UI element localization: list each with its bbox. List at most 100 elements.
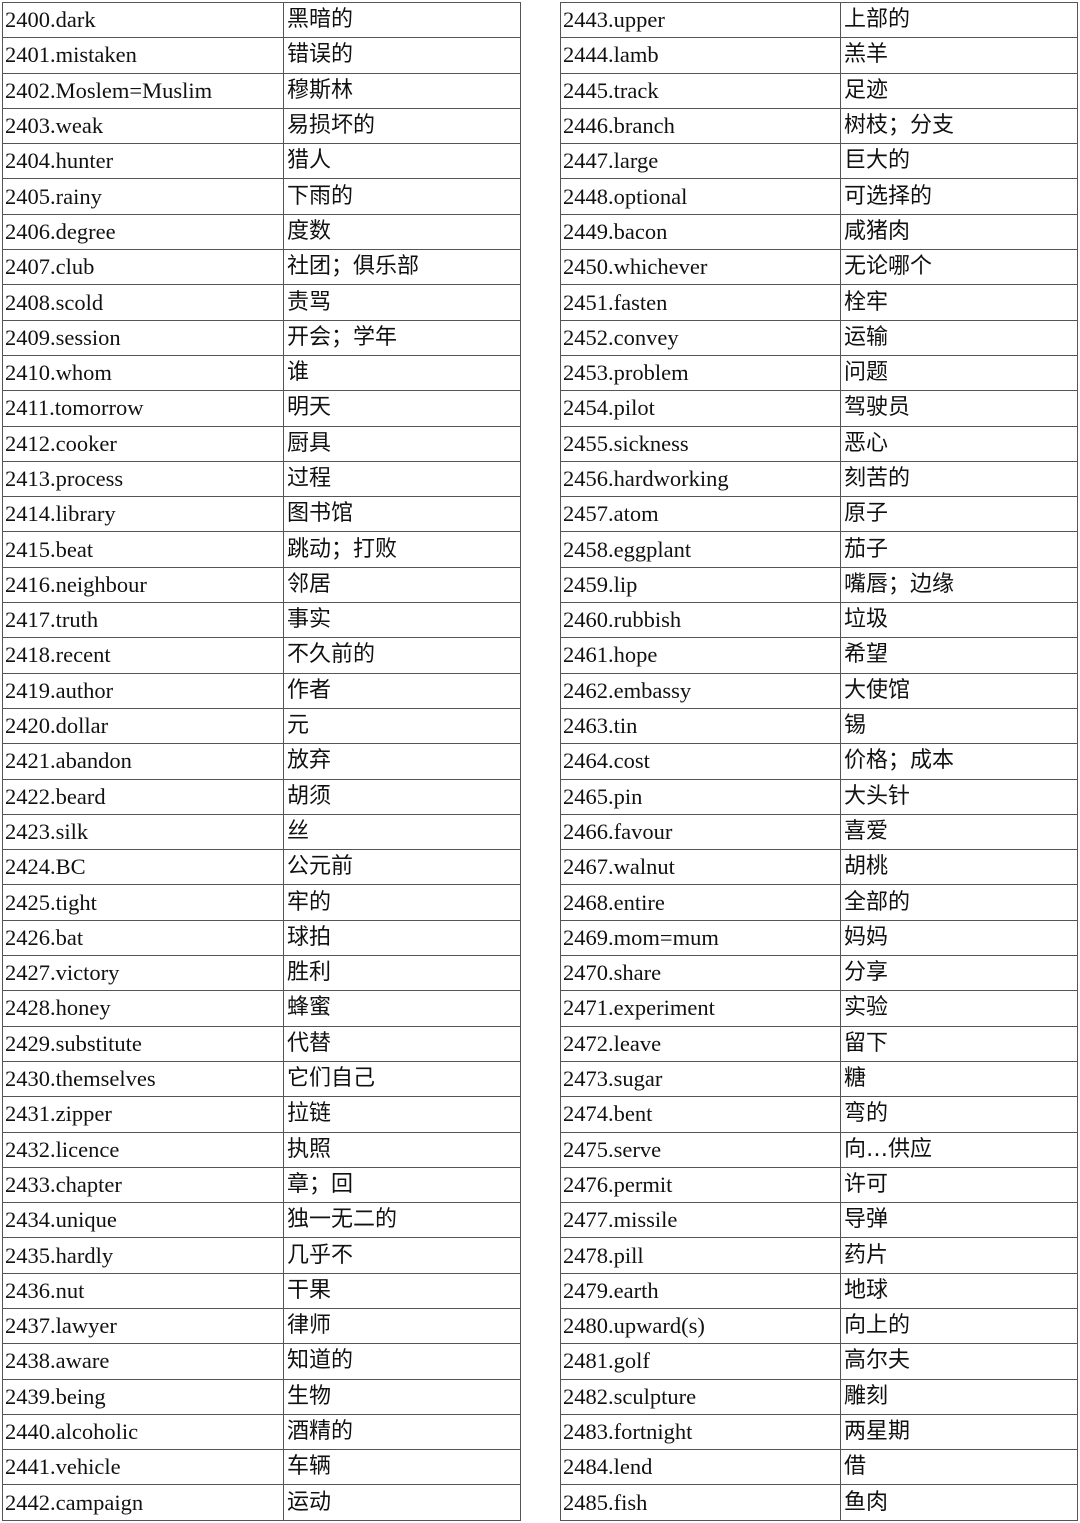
english-word: 2449.bacon	[560, 213, 841, 251]
chinese-meaning: 知道的	[283, 1343, 521, 1380]
english-word: 2416.neighbour	[2, 566, 284, 604]
chinese-meaning: 刻苦的	[840, 460, 1078, 498]
chinese-meaning: 树枝；分支	[840, 107, 1078, 145]
chinese-meaning: 上部的	[840, 1, 1078, 39]
table-row: 2472.leave 留下	[560, 1025, 1078, 1062]
chinese-meaning: 可选择的	[840, 178, 1078, 215]
english-word: 2435.hardly	[2, 1237, 284, 1274]
table-row: 2446.branch 树枝；分支	[560, 107, 1078, 145]
table-row: 2444.lamb 羔羊	[560, 37, 1078, 74]
chinese-meaning: 明天	[283, 390, 521, 427]
chinese-meaning: 责骂	[283, 284, 521, 321]
english-word: 2420.dollar	[2, 707, 284, 745]
english-word: 2424.BC	[2, 849, 284, 886]
table-row: 2461.hope 希望	[560, 637, 1078, 674]
chinese-meaning: 章；回	[283, 1166, 521, 1204]
table-row: 2450.whichever 无论哪个	[560, 249, 1078, 286]
table-row: 2445.track 足迹	[560, 72, 1078, 109]
chinese-meaning: 垃圾	[840, 602, 1078, 639]
table-row: 2420.dollar 元	[2, 707, 521, 745]
english-word: 2440.alcoholic	[2, 1413, 284, 1451]
english-word: 2406.degree	[2, 213, 284, 251]
chinese-meaning: 生物	[283, 1378, 521, 1415]
chinese-meaning: 问题	[840, 354, 1078, 392]
english-word: 2428.honey	[2, 990, 284, 1027]
english-word: 2454.pilot	[560, 390, 841, 427]
table-row: 2419.author 作者	[2, 672, 521, 709]
chinese-meaning: 希望	[840, 637, 1078, 674]
chinese-meaning: 弯的	[840, 1096, 1078, 1133]
table-row: 2423.silk 丝	[2, 813, 521, 851]
chinese-meaning: 恶心	[840, 425, 1078, 462]
table-row: 2438.aware 知道的	[2, 1343, 521, 1380]
table-row: 2404.hunter 猎人	[2, 143, 521, 180]
vocab-table-right: 2443.upper 上部的 2444.lamb 羔羊 2445.track 足迹 2446…	[560, 1, 1078, 1521]
table-row: 2410.whom 谁	[2, 354, 521, 392]
table-row: 2422.beard 胡须	[2, 778, 521, 815]
english-word: 2434.unique	[2, 1202, 284, 1239]
chinese-meaning: 原子	[840, 496, 1078, 533]
table-row: 2440.alcoholic 酒精的	[2, 1413, 521, 1451]
table-row: 2430.themselves 它们自己	[2, 1060, 521, 1098]
english-word: 2462.embassy	[560, 672, 841, 709]
english-word: 2461.hope	[560, 637, 841, 674]
table-row: 2408.scold 责骂	[2, 284, 521, 321]
english-word: 2412.cooker	[2, 425, 284, 462]
table-row: 2484.lend 借	[560, 1449, 1078, 1486]
english-word: 2479.earth	[560, 1272, 841, 1309]
english-word: 2482.sculpture	[560, 1378, 841, 1415]
chinese-meaning: 巨大的	[840, 143, 1078, 180]
chinese-meaning: 错误的	[283, 37, 521, 74]
english-word: 2442.campaign	[2, 1484, 284, 1521]
table-row: 2412.cooker 厨具	[2, 425, 521, 462]
chinese-meaning: 足迹	[840, 72, 1078, 109]
table-row: 2473.sugar 糖	[560, 1060, 1078, 1098]
english-word: 2484.lend	[560, 1449, 841, 1486]
table-row: 2471.experiment 实验	[560, 990, 1078, 1027]
table-row: 2400.dark 黑暗的	[2, 1, 521, 39]
table-row: 2451.fasten 栓牢	[560, 284, 1078, 321]
chinese-meaning: 运动	[283, 1484, 521, 1521]
english-word: 2477.missile	[560, 1202, 841, 1239]
english-word: 2457.atom	[560, 496, 841, 533]
table-row: 2483.fortnight 两星期	[560, 1413, 1078, 1451]
chinese-meaning: 两星期	[840, 1413, 1078, 1451]
english-word: 2473.sugar	[560, 1060, 841, 1098]
english-word: 2459.lip	[560, 566, 841, 604]
chinese-meaning: 蜂蜜	[283, 990, 521, 1027]
english-word: 2446.branch	[560, 107, 841, 145]
chinese-meaning: 羔羊	[840, 37, 1078, 74]
table-row: 2466.favour 喜爱	[560, 813, 1078, 851]
table-row: 2463.tin 锡	[560, 707, 1078, 745]
english-word: 2445.track	[560, 72, 841, 109]
chinese-meaning: 雕刻	[840, 1378, 1078, 1415]
english-word: 2441.vehicle	[2, 1449, 284, 1486]
chinese-meaning: 向上的	[840, 1307, 1078, 1345]
chinese-meaning: 锡	[840, 707, 1078, 745]
table-row: 2414.library 图书馆	[2, 496, 521, 533]
english-word: 2480.upward(s)	[560, 1307, 841, 1345]
english-word: 2432.licence	[2, 1131, 284, 1168]
table-row: 2467.walnut 胡桃	[560, 849, 1078, 886]
english-word: 2450.whichever	[560, 249, 841, 286]
table-row: 2448.optional 可选择的	[560, 178, 1078, 215]
english-word: 2438.aware	[2, 1343, 284, 1380]
chinese-meaning: 价格；成本	[840, 743, 1078, 780]
chinese-meaning: 邻居	[283, 566, 521, 604]
chinese-meaning: 胡桃	[840, 849, 1078, 886]
table-row: 2479.earth 地球	[560, 1272, 1078, 1309]
chinese-meaning: 黑暗的	[283, 1, 521, 39]
english-word: 2419.author	[2, 672, 284, 709]
table-row: 2447.large 巨大的	[560, 143, 1078, 180]
english-word: 2413.process	[2, 460, 284, 498]
english-word: 2422.beard	[2, 778, 284, 815]
table-row: 2443.upper 上部的	[560, 1, 1078, 39]
table-row: 2442.campaign 运动	[2, 1484, 521, 1521]
table-row: 2464.cost 价格；成本	[560, 743, 1078, 780]
english-word: 2470.share	[560, 955, 841, 992]
table-row: 2439.being 生物	[2, 1378, 521, 1415]
chinese-meaning: 借	[840, 1449, 1078, 1486]
chinese-meaning: 下雨的	[283, 178, 521, 215]
table-row: 2409.session 开会；学年	[2, 319, 521, 356]
chinese-meaning: 开会；学年	[283, 319, 521, 356]
